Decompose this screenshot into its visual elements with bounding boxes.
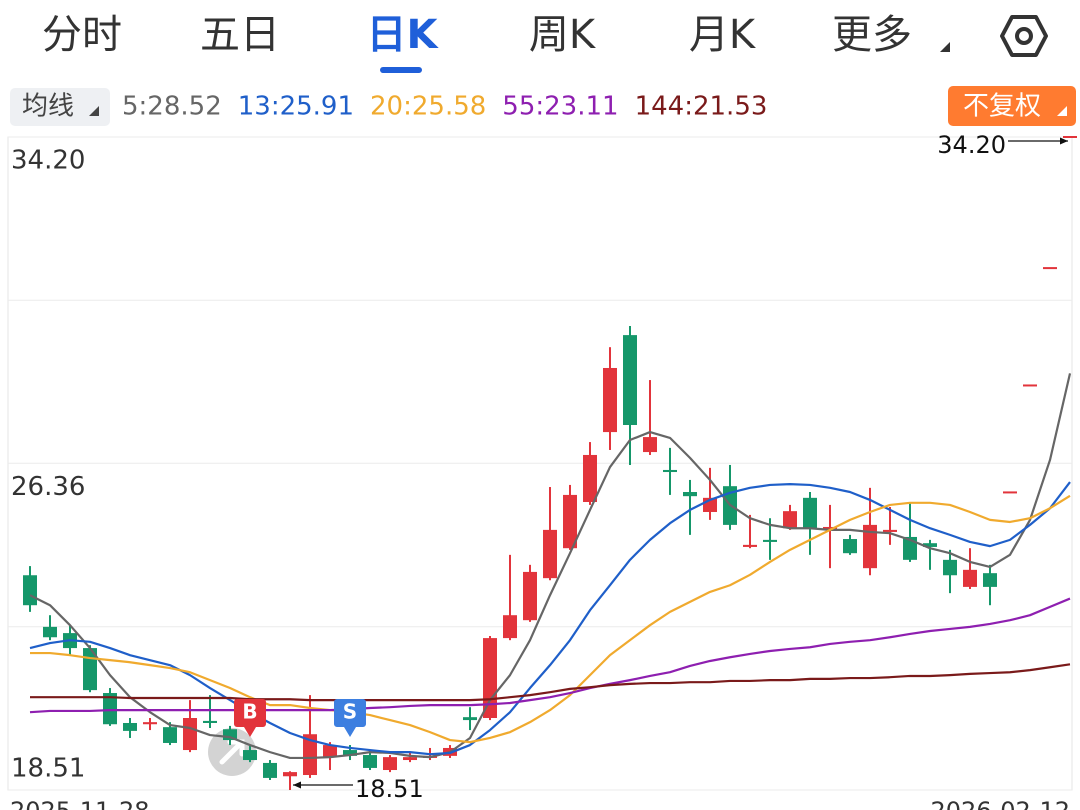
settings-dot [1015,27,1033,45]
ma-line [29,597,1071,714]
more-arrow [940,42,950,52]
legend-entry: 144:21.53 [635,92,768,122]
candle-body [623,335,637,426]
legend-entry: 20:25.58 [370,92,486,122]
legend-entry: 5:28.52 [122,92,222,122]
candle-body [163,727,177,743]
candle-body [523,571,537,621]
candle-body [43,626,57,638]
candle-body [543,529,557,579]
candle-body [23,575,37,606]
trade-marker: B [234,699,266,738]
candle-body [223,729,237,741]
ma-line [30,663,1071,702]
indicator-arrow [89,106,99,116]
x-tick-label: 2025-11-28 [10,797,149,810]
candle-body [383,757,397,771]
candle-body [943,559,957,576]
candle-body [1003,491,1017,494]
candle-body [303,734,317,776]
candle-body [323,745,337,758]
candle-body [763,539,777,542]
logo-icon [208,728,256,776]
trade-badge [234,699,266,738]
candle-body [603,367,617,433]
candle-body [1023,384,1037,387]
ma-line [30,494,1071,744]
adjust-label: 不复权 [963,92,1041,122]
candle-body [643,437,657,453]
tab-selected[interactable]: 日K [367,12,440,58]
legend-entry: 13:25.91 [238,92,354,122]
candle-body [743,544,757,547]
trade-label: S [343,700,357,724]
annotation-arrow [1060,137,1068,145]
tab[interactable]: 更多 [832,12,912,58]
x-tick-label: 2026-02-12 [931,797,1070,810]
candle-body [503,615,517,639]
adjust-button[interactable] [948,86,1076,126]
candle-body [863,524,877,569]
candle-body [683,492,697,497]
y-tick-label: 18.51 [11,754,85,784]
candle-body [563,494,577,549]
indicator-button[interactable] [10,88,110,126]
candle-body [123,722,137,731]
candle-body [103,693,117,725]
candle-body [923,543,937,547]
candle-body [483,638,497,718]
trade-badge [334,699,366,738]
ma-line [29,481,1071,756]
candle-body [1063,136,1077,138]
candle-body [663,469,677,473]
candle-body [283,772,297,777]
y-tick-label: 34.20 [11,146,85,176]
candle-body [143,722,157,725]
tab[interactable]: 周K [529,12,597,58]
candle-body [903,536,917,560]
tab[interactable]: 月K [689,12,757,58]
legend-entry: 55:23.11 [502,92,618,122]
candle-body [783,511,797,529]
tab-underline [380,67,422,73]
settings-icon[interactable] [1000,15,1048,57]
candle-body [983,573,997,587]
candle-body [963,569,977,587]
candle-body [183,717,197,751]
candle-body [1043,267,1057,270]
candle-body [803,497,817,529]
candle-body [243,750,257,761]
trade-marker: S [334,699,366,738]
indicator-label: 均线 [22,92,74,122]
candle-body [463,717,477,721]
candle-body [583,454,597,502]
annotation-label: 18.51 [355,775,424,803]
candle-body [363,755,377,768]
candle-body [403,757,417,761]
tab[interactable]: 五日 [200,12,280,58]
annotation-label: 34.20 [937,131,1006,159]
candle-body [823,526,837,530]
tab[interactable]: 分时 [42,12,122,58]
candle-body [203,720,217,723]
candle-body [883,529,897,532]
settings-hexagon [1000,15,1048,57]
annotation-arrow [293,781,301,789]
candle-body [343,750,357,756]
adjust-arrow [1057,106,1067,116]
y-tick-label: 26.36 [11,472,85,502]
candle-body [263,762,277,778]
trade-label: B [242,700,257,724]
candle-body [843,539,857,554]
ma-line [29,373,1072,760]
